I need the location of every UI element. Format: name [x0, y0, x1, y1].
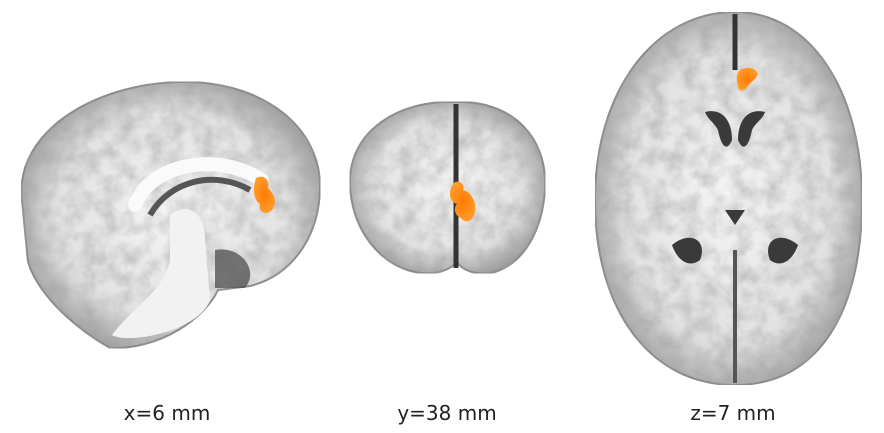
brain-outline: [595, 12, 862, 385]
coronal-slice: [350, 102, 545, 273]
sagittal-slice: [21, 82, 320, 348]
figure: x=6 mm y=38 mm z=7 mm: [0, 0, 884, 433]
slice-label: x=6 mm: [124, 401, 211, 425]
slice-label: y=38 mm: [397, 401, 496, 425]
brain-outline: [350, 102, 545, 273]
axial-slice: [595, 12, 862, 385]
page: x=6 mm y=38 mm z=7 mm (() => { const dat…: [0, 0, 884, 433]
slice-label: z=7 mm: [690, 401, 775, 425]
